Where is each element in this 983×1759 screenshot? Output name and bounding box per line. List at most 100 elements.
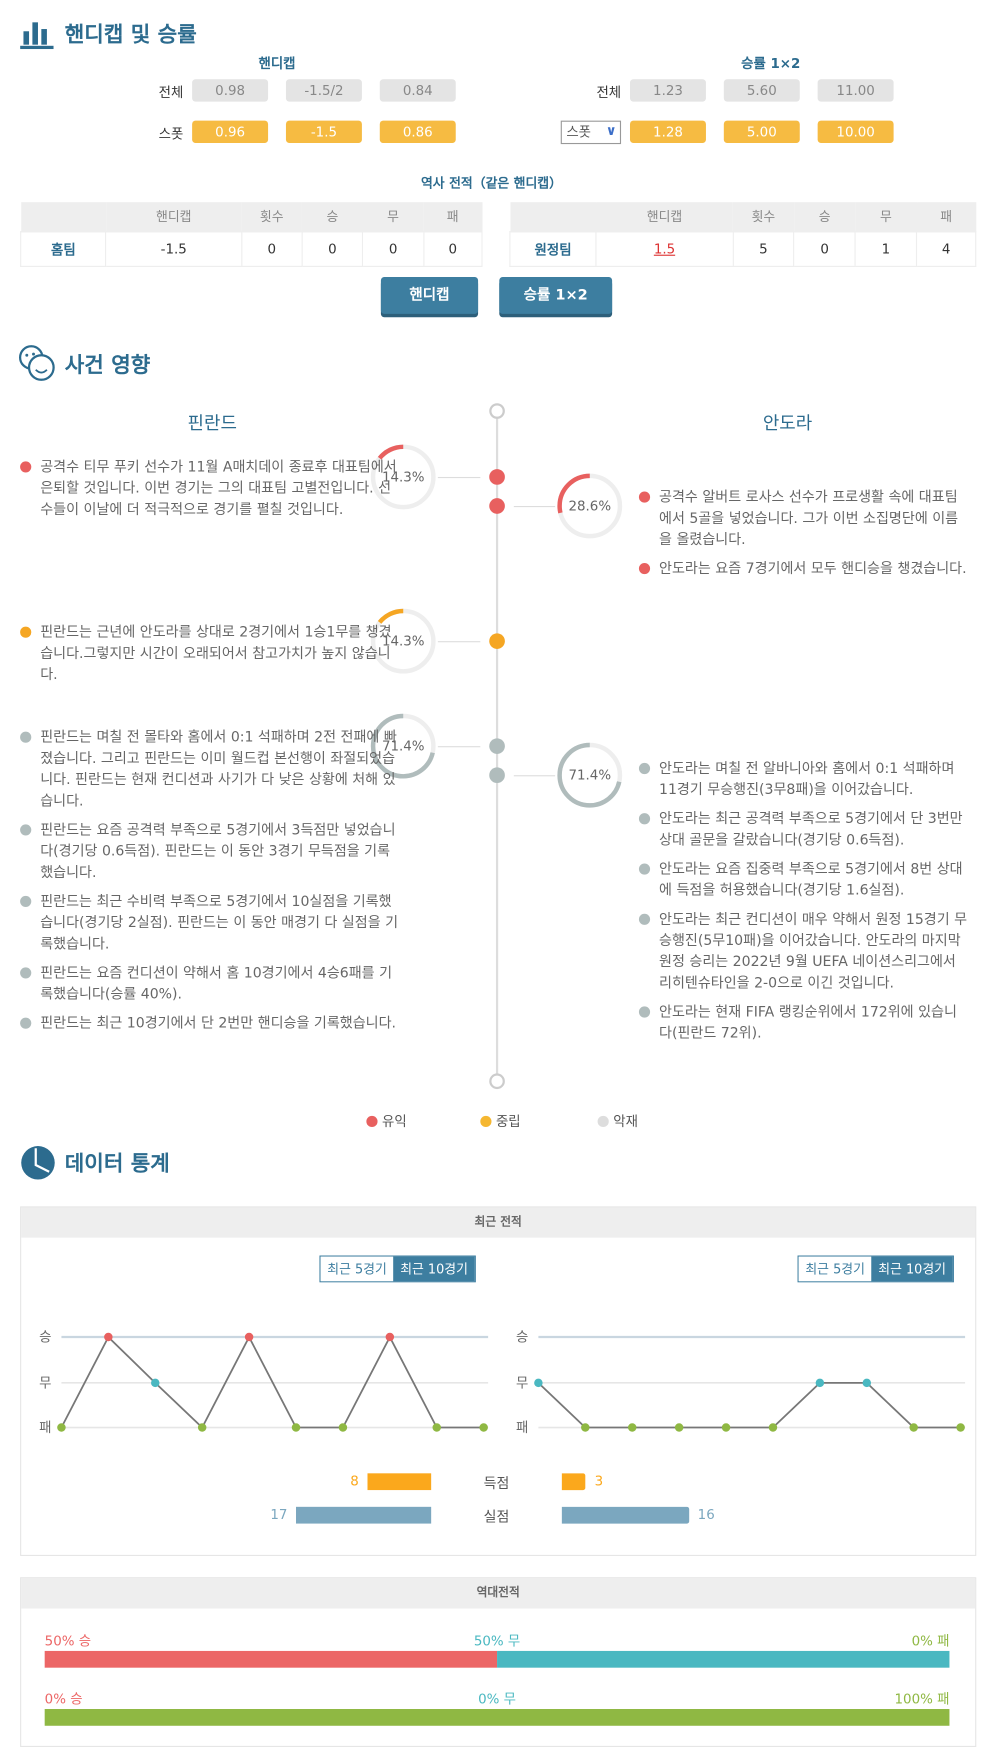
pie-chart-icon bbox=[21, 1146, 55, 1180]
event-group: 핀란드는 근년에 안도라를 상대로 2경기에서 1승1무를 챙겼습니다.그렇지만… bbox=[20, 621, 400, 692]
timeline-dot-positive bbox=[489, 498, 505, 514]
section-title: 사건 영향 bbox=[64, 352, 151, 378]
column-header: 승 bbox=[302, 202, 363, 232]
y-tick-label: 승 bbox=[39, 1330, 51, 1346]
handicap-row-label: 전체 bbox=[158, 84, 184, 101]
event-group: 안도라는 며칠 전 알바니아와 홈에서 0:1 석패하며 11경기 무승행진(3… bbox=[638, 757, 970, 1051]
percent-label: 28.6% bbox=[568, 498, 612, 514]
event-item: 핀란드는 요즘 컨디션이 약해서 홈 10경기에서 4승6패를 기록했습니다(승… bbox=[20, 962, 400, 1004]
cell-handicap[interactable]: 1.5 bbox=[595, 231, 734, 267]
cell-d: 0 bbox=[362, 231, 424, 267]
form-point bbox=[432, 1423, 441, 1432]
winrate-odds-value[interactable]: 5.00 bbox=[723, 120, 800, 143]
away-value: 16 bbox=[697, 1506, 715, 1523]
spot-select[interactable]: 스폿 ∨ bbox=[560, 120, 622, 145]
away-team-name: 안도라 bbox=[762, 412, 813, 434]
form-point bbox=[479, 1423, 488, 1432]
event-item: 핀란드는 요즘 공격력 부족으로 5경기에서 3득점만 넣었습니다(경기당 0.… bbox=[20, 819, 400, 883]
event-text: 핀란드는 최근 10경기에서 단 2번만 핸디승을 기록했습니다. bbox=[40, 1014, 397, 1031]
winrate-odds-value[interactable]: 5.60 bbox=[723, 79, 800, 102]
handicap-button[interactable]: 핸디캡 bbox=[380, 277, 479, 314]
impact-dot bbox=[20, 461, 32, 473]
column-header: 무 bbox=[362, 202, 424, 232]
cell-team: 홈팀 bbox=[20, 231, 107, 267]
column-header: 패 bbox=[916, 202, 976, 232]
event-item: 안도라는 현재 FIFA 랭킹순위에서 172위에 있습니다(핀란드 72위). bbox=[638, 1001, 970, 1043]
impact-dot bbox=[638, 913, 651, 925]
winrate-odds-value[interactable]: 10.00 bbox=[817, 120, 894, 143]
form-point bbox=[956, 1423, 965, 1432]
cell-count: 5 bbox=[732, 231, 795, 267]
event-text: 공격수 알버트 로사스 선수가 프로생활 속에 대표팀에서 5골을 넣었습니다.… bbox=[659, 488, 959, 548]
percent-ring: 28.6% bbox=[556, 472, 623, 539]
legend-dot bbox=[597, 1115, 609, 1128]
ring-arc bbox=[370, 713, 436, 779]
impact-dot bbox=[20, 824, 32, 836]
event-text: 안도라는 며칠 전 알바니아와 홈에서 0:1 석패하며 11경기 무승행진(3… bbox=[659, 759, 955, 798]
form-point bbox=[674, 1423, 684, 1432]
impact-dot bbox=[638, 863, 651, 875]
toggle-10-games[interactable]: 최근 10경기 bbox=[393, 1256, 475, 1282]
form-point bbox=[862, 1378, 872, 1388]
event-item: 안도라는 최근 공격력 부족으로 5경기에서 단 3번만 상대 골문을 갈랐습니… bbox=[638, 808, 970, 850]
ring-arc bbox=[370, 608, 436, 674]
event-item: 안도라는 요즘 7경기에서 모두 핸디승을 챙겼습니다. bbox=[638, 557, 970, 578]
ring-arc bbox=[557, 473, 623, 539]
percent-label: 71.4% bbox=[381, 738, 425, 754]
h2h-label: 100% 패 bbox=[894, 1691, 950, 1707]
h2h-label: 0% 승 bbox=[44, 1691, 83, 1707]
form-point bbox=[815, 1378, 825, 1388]
handicap-row-label: 스폿 bbox=[158, 126, 184, 142]
head-to-head-panel: 역대전적 bbox=[20, 1577, 977, 1747]
h2h-bar-loss bbox=[44, 1709, 950, 1726]
event-text: 안도라는 요즘 집중력 부족으로 5경기에서 8번 상대에 득점을 허용했습니다… bbox=[659, 860, 963, 899]
percent-ring: 14.3% bbox=[370, 443, 437, 510]
handicap-odds-value[interactable]: -1.5 bbox=[285, 120, 362, 143]
winrate-button[interactable]: 승률 1×2 bbox=[499, 277, 613, 314]
form-line bbox=[537, 1381, 961, 1429]
legend-dot bbox=[366, 1115, 378, 1128]
legend-positive: 유익 bbox=[366, 1111, 407, 1130]
impact-dot bbox=[20, 967, 32, 979]
handicap-odds-value[interactable]: -1.5/2 bbox=[285, 79, 362, 102]
h2h-label: 50% 승 bbox=[44, 1633, 92, 1649]
h2h-bar-win bbox=[44, 1650, 498, 1668]
home-bar bbox=[367, 1473, 432, 1491]
toggle-10-games[interactable]: 최근 10경기 bbox=[871, 1256, 953, 1282]
toggle-5-games[interactable]: 최근 5경기 bbox=[798, 1256, 872, 1282]
winrate-odds-value[interactable]: 11.00 bbox=[817, 79, 894, 102]
handicap-odds-value[interactable]: 0.96 bbox=[192, 120, 269, 143]
form-point bbox=[197, 1423, 207, 1432]
table-header: 핸디캡 횟수 승 무 패 bbox=[509, 202, 976, 232]
form-point bbox=[57, 1423, 66, 1432]
cell-w: 0 bbox=[793, 231, 856, 267]
impact-dot bbox=[20, 895, 32, 908]
form-point bbox=[627, 1423, 637, 1432]
event-text: 핀란드는 근년에 안도라를 상대로 2경기에서 1승1무를 챙겼습니다.그렇지만… bbox=[40, 623, 392, 683]
home-bar bbox=[296, 1506, 432, 1524]
form-point bbox=[151, 1378, 160, 1388]
event-text: 공격수 티무 푸키 선수가 11월 A매치데이 종료후 대표팀에서 은퇴할 것입… bbox=[40, 457, 397, 518]
winrate-odds-value[interactable]: 1.28 bbox=[629, 120, 706, 143]
section-title: 핸디캡 및 승률 bbox=[64, 22, 197, 47]
handicap-odds-value[interactable]: 0.84 bbox=[379, 79, 456, 102]
handicap-odds-value[interactable]: 0.98 bbox=[192, 79, 269, 102]
ring-arc bbox=[557, 742, 623, 808]
panel-header: 역대전적 bbox=[21, 1578, 976, 1609]
cell-team: 원정팀 bbox=[509, 231, 597, 267]
legend-dot bbox=[480, 1115, 492, 1128]
percent-label: 14.3% bbox=[381, 469, 425, 485]
h2h-bar-draw bbox=[497, 1650, 950, 1668]
connector-line bbox=[513, 775, 556, 777]
event-text: 핀란드는 며칠 전 몰타와 홈에서 0:1 석패하며 2전 전패에 빠졌습니다.… bbox=[40, 728, 397, 809]
handicap-odds-value[interactable]: 0.86 bbox=[379, 120, 456, 143]
connector-line bbox=[513, 506, 556, 508]
timeline-dot-positive bbox=[489, 469, 505, 485]
event-text: 안도라는 현재 FIFA 랭킹순위에서 172위에 있습니다(핀란드 72위). bbox=[659, 1003, 957, 1042]
bar-label: 득점 bbox=[483, 1474, 510, 1492]
toggle-5-games[interactable]: 최근 5경기 bbox=[320, 1256, 394, 1282]
form-point bbox=[768, 1423, 778, 1432]
winrate-odds-value[interactable]: 1.23 bbox=[629, 79, 706, 102]
impact-dot bbox=[20, 731, 32, 743]
